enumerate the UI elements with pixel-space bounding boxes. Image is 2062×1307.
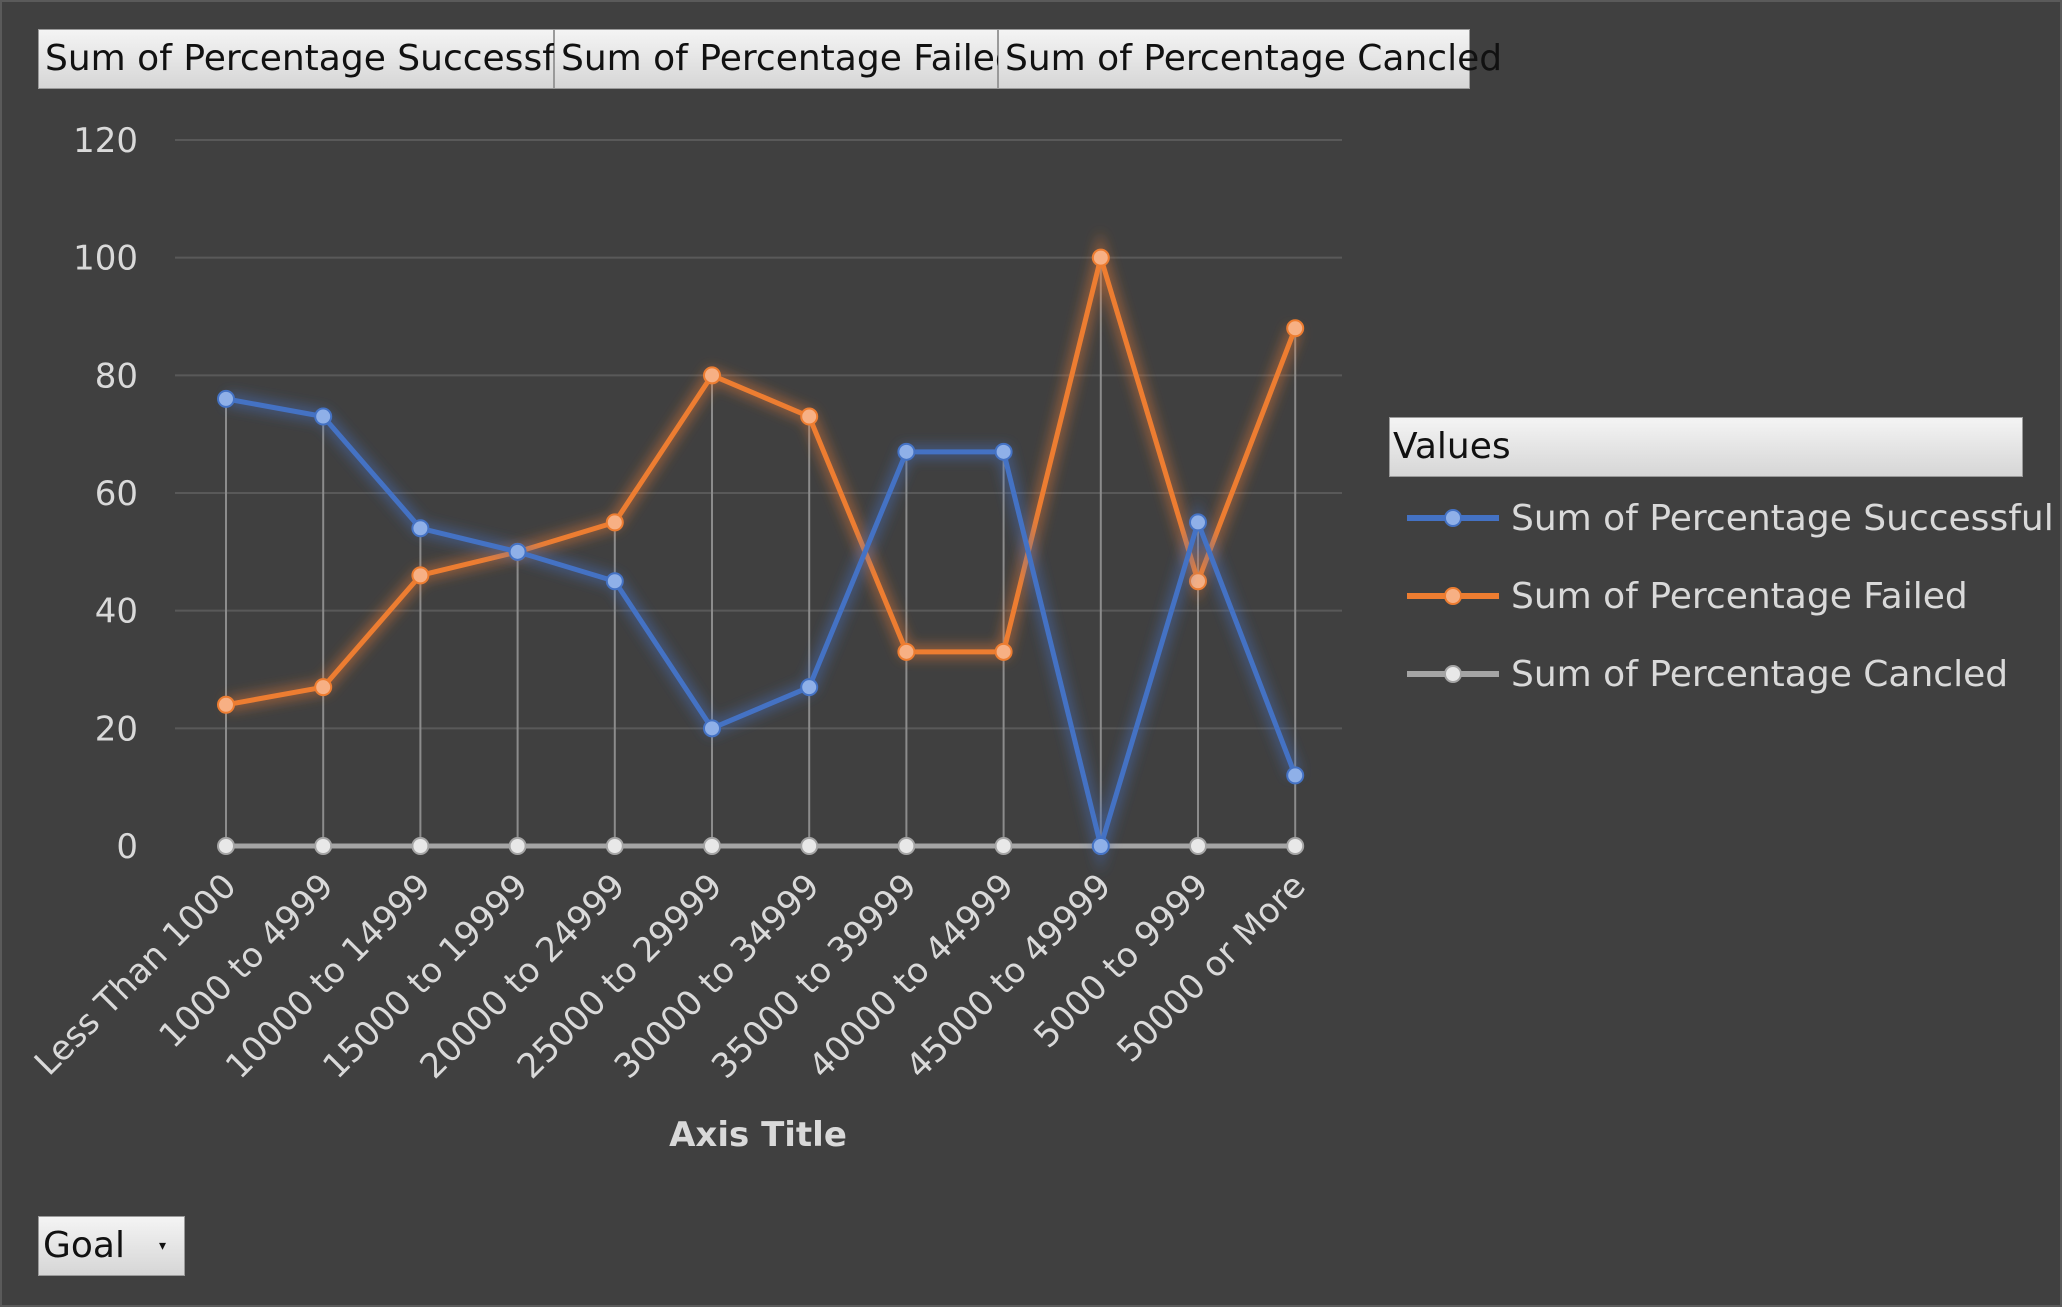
legend-label: Sum of Percentage Cancled [1511, 653, 2009, 695]
data-point [1091, 837, 1110, 855]
x-axis-title: Axis Title [669, 1115, 847, 1155]
data-point [411, 519, 430, 538]
legend-item: Sum of Percentage Successful [1405, 493, 2054, 543]
legend-item: Sum of Percentage Failed [1405, 571, 1968, 621]
series-layer [217, 231, 1305, 873]
drop-lines [225, 257, 1297, 846]
data-point [217, 837, 235, 855]
data-point [800, 837, 819, 855]
series-failed [217, 231, 1305, 714]
y-tick-label: 0 [116, 827, 138, 867]
data-point [1189, 513, 1207, 532]
legend-values-button[interactable]: Values [1389, 417, 2023, 477]
data-point [994, 442, 1013, 461]
data-point [994, 837, 1013, 855]
data-point [1189, 572, 1207, 591]
data-point [897, 442, 916, 461]
dropdown-arrow-icon: ▾ [158, 1238, 166, 1254]
y-tick-label: 20 [95, 709, 138, 749]
data-point [605, 513, 624, 532]
data-point [1189, 837, 1207, 855]
goal-filter-button[interactable]: Goal ▾ [38, 1216, 185, 1276]
data-point [994, 642, 1013, 661]
goal-filter-label: Goal [43, 1225, 125, 1266]
y-tick-label: 60 [95, 474, 138, 514]
legend-label: Sum of Percentage Successful [1511, 497, 2054, 539]
data-point [217, 695, 235, 714]
x-tick-label: 1000 to 4999 [151, 866, 341, 1056]
legend-swatch [1407, 587, 1499, 605]
data-point [314, 678, 333, 697]
x-tick-label: 5000 to 9999 [1026, 866, 1216, 1056]
legend-label: Sum of Percentage Failed [1511, 575, 1968, 617]
data-point [1091, 248, 1110, 267]
series-successful [217, 389, 1305, 873]
data-point [897, 642, 916, 661]
value-field-bar: Sum of Percentage Successful Sum of Perc… [38, 29, 1502, 89]
data-point [1286, 766, 1305, 785]
data-point [217, 389, 235, 408]
y-tick-label: 100 [73, 239, 138, 279]
series-line [225, 396, 1298, 849]
data-point [1286, 837, 1305, 855]
data-point [411, 837, 430, 855]
data-point [411, 566, 430, 585]
data-point [703, 719, 721, 738]
field-button-successful[interactable]: Sum of Percentage Successful [38, 29, 588, 89]
data-point [508, 837, 527, 855]
series-cancled [217, 837, 1305, 855]
legend-swatch [1407, 509, 1499, 527]
y-tick-label: 80 [95, 356, 138, 396]
series-line [225, 255, 1298, 708]
field-button-failed[interactable]: Sum of Percentage Failed [554, 29, 1018, 89]
data-point [703, 366, 721, 385]
y-tick-label: 120 [73, 121, 138, 161]
data-point [314, 837, 333, 855]
data-point [605, 837, 624, 855]
data-point [703, 837, 721, 855]
data-point [605, 572, 624, 591]
data-point [800, 407, 819, 426]
data-point [897, 837, 916, 855]
data-point [314, 407, 333, 426]
field-button-cancled[interactable]: Sum of Percentage Cancled [998, 29, 1502, 89]
y-axis-labels: 0 20 40 60 80 100 120 [73, 121, 138, 867]
y-tick-label: 40 [95, 592, 138, 632]
gridlines [175, 139, 1342, 730]
legend-swatch [1407, 665, 1499, 683]
data-point [800, 678, 819, 697]
data-point [508, 542, 527, 561]
data-point [1286, 319, 1305, 338]
legend-item: Sum of Percentage Cancled [1405, 649, 2008, 699]
